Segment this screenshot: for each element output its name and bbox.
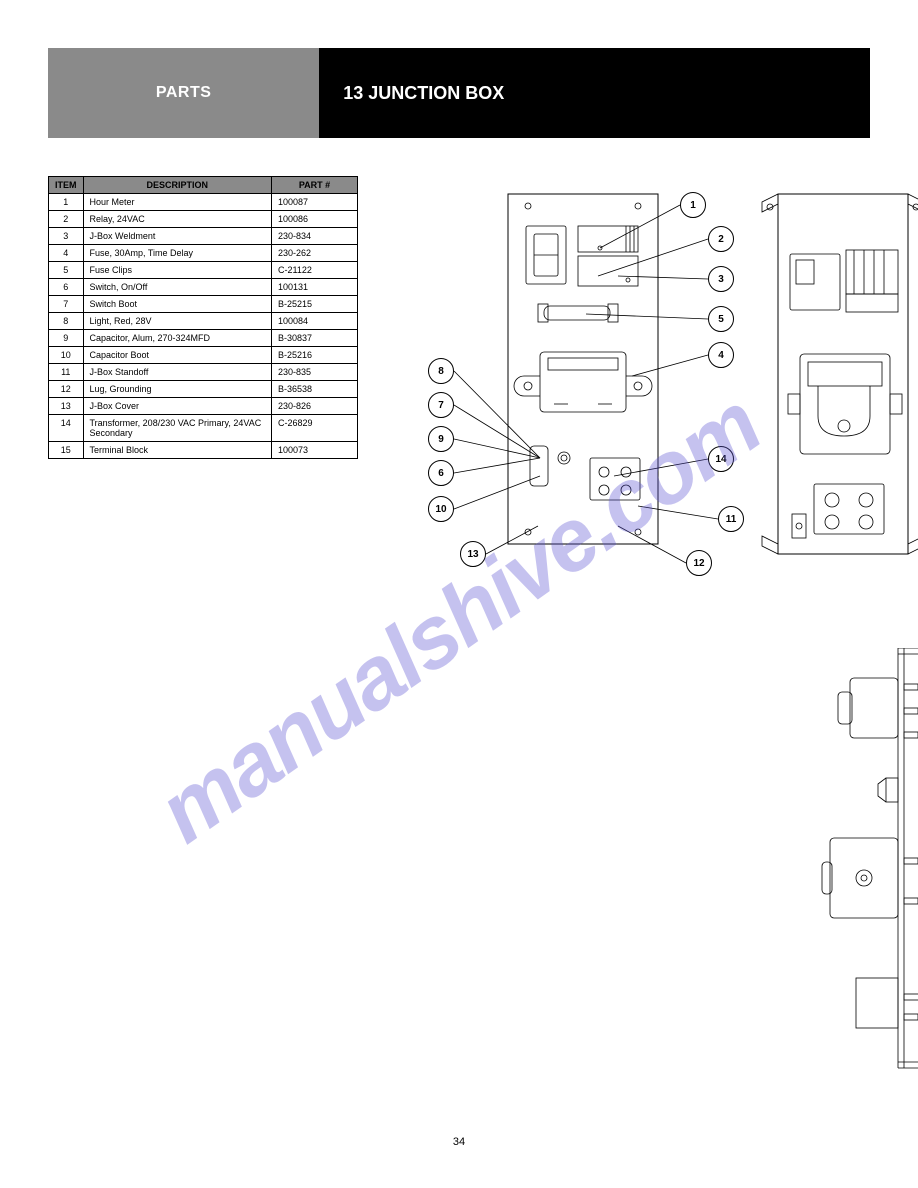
cell-partnum: B-25216 xyxy=(272,347,358,364)
table-row: 15Terminal Block100073 xyxy=(49,442,358,459)
cell-item: 6 xyxy=(49,279,84,296)
cell-item: 14 xyxy=(49,415,84,442)
col-header-part: PART # xyxy=(272,177,358,194)
table-row: 14Transformer, 208/230 VAC Primary, 24VA… xyxy=(49,415,358,442)
callout-bubble: 9 xyxy=(428,426,454,452)
table-row: 2Relay, 24VAC100086 xyxy=(49,211,358,228)
callout-bubble: 7 xyxy=(428,392,454,418)
cell-description: Light, Red, 28V xyxy=(83,313,272,330)
cell-description: Transformer, 208/230 VAC Primary, 24VAC … xyxy=(83,415,272,442)
table-row: 1Hour Meter100087 xyxy=(49,194,358,211)
table-row: 8Light, Red, 28V100084 xyxy=(49,313,358,330)
cell-partnum: B-36538 xyxy=(272,381,358,398)
callout-bubble: 14 xyxy=(708,446,734,472)
cell-partnum: 100084 xyxy=(272,313,358,330)
junction-box-diagram: 8796101312354141112 xyxy=(368,176,918,616)
cell-item: 8 xyxy=(49,313,84,330)
table-row: 11J-Box Standoff230-835 xyxy=(49,364,358,381)
table-row: 4Fuse, 30Amp, Time Delay230-262 xyxy=(49,245,358,262)
parts-table: ITEM DESCRIPTION PART # 1Hour Meter10008… xyxy=(48,176,358,459)
callout-bubble: 12 xyxy=(686,550,712,576)
side-view-svg xyxy=(778,648,918,1078)
header-right-label: 13 JUNCTION BOX xyxy=(319,48,870,138)
callout-bubble: 13 xyxy=(460,541,486,567)
cell-description: Capacitor Boot xyxy=(83,347,272,364)
table-row: 6Switch, On/Off100131 xyxy=(49,279,358,296)
callout-bubble: 4 xyxy=(708,342,734,368)
cell-partnum: 100086 xyxy=(272,211,358,228)
cell-item: 11 xyxy=(49,364,84,381)
cell-description: Fuse Clips xyxy=(83,262,272,279)
cell-partnum: C-26829 xyxy=(272,415,358,442)
table-header-row: ITEM DESCRIPTION PART # xyxy=(49,177,358,194)
cell-item: 5 xyxy=(49,262,84,279)
cell-partnum: 100087 xyxy=(272,194,358,211)
table-row: 13J-Box Cover230-826 xyxy=(49,398,358,415)
cell-item: 15 xyxy=(49,442,84,459)
table-row: 5Fuse ClipsC-21122 xyxy=(49,262,358,279)
page-number: 34 xyxy=(453,1136,465,1148)
col-header-desc: DESCRIPTION xyxy=(83,177,272,194)
callout-bubble: 2 xyxy=(708,226,734,252)
cell-partnum: B-30837 xyxy=(272,330,358,347)
table-row: 12Lug, GroundingB-36538 xyxy=(49,381,358,398)
cell-partnum: B-25215 xyxy=(272,296,358,313)
cell-description: Fuse, 30Amp, Time Delay xyxy=(83,245,272,262)
cell-description: Switch Boot xyxy=(83,296,272,313)
cell-item: 7 xyxy=(49,296,84,313)
callout-bubble: 8 xyxy=(428,358,454,384)
cell-description: J-Box Standoff xyxy=(83,364,272,381)
cell-partnum: 230-826 xyxy=(272,398,358,415)
cell-partnum: 230-262 xyxy=(272,245,358,262)
cell-item: 4 xyxy=(49,245,84,262)
table-row: 7Switch BootB-25215 xyxy=(49,296,358,313)
cell-description: Relay, 24VAC xyxy=(83,211,272,228)
col-header-item: ITEM xyxy=(49,177,84,194)
table-row: 9Capacitor, Alum, 270-324MFDB-30837 xyxy=(49,330,358,347)
cell-partnum: 100073 xyxy=(272,442,358,459)
cell-item: 13 xyxy=(49,398,84,415)
cell-description: J-Box Cover xyxy=(83,398,272,415)
cell-description: J-Box Weldment xyxy=(83,228,272,245)
cell-partnum: C-21122 xyxy=(272,262,358,279)
cell-description: Capacitor, Alum, 270-324MFD xyxy=(83,330,272,347)
cell-description: Switch, On/Off xyxy=(83,279,272,296)
callout-bubble: 1 xyxy=(680,192,706,218)
table-row: 3J-Box Weldment230-834 xyxy=(49,228,358,245)
cell-partnum: 230-834 xyxy=(272,228,358,245)
section-header: PARTS 13 JUNCTION BOX xyxy=(48,48,870,138)
cell-item: 3 xyxy=(49,228,84,245)
table-row: 10Capacitor BootB-25216 xyxy=(49,347,358,364)
cell-description: Hour Meter xyxy=(83,194,272,211)
callout-bubble: 10 xyxy=(428,496,454,522)
callout-bubble: 3 xyxy=(708,266,734,292)
callout-bubble: 6 xyxy=(428,460,454,486)
cell-item: 12 xyxy=(49,381,84,398)
cell-description: Lug, Grounding xyxy=(83,381,272,398)
cell-item: 1 xyxy=(49,194,84,211)
cell-partnum: 230-835 xyxy=(272,364,358,381)
cell-item: 9 xyxy=(49,330,84,347)
callout-bubble: 5 xyxy=(708,306,734,332)
callout-bubble: 11 xyxy=(718,506,744,532)
cell-description: Terminal Block xyxy=(83,442,272,459)
cell-item: 10 xyxy=(49,347,84,364)
header-left-label: PARTS xyxy=(48,48,319,138)
side-profile-diagram xyxy=(778,648,918,1078)
cell-item: 2 xyxy=(49,211,84,228)
cell-partnum: 100131 xyxy=(272,279,358,296)
